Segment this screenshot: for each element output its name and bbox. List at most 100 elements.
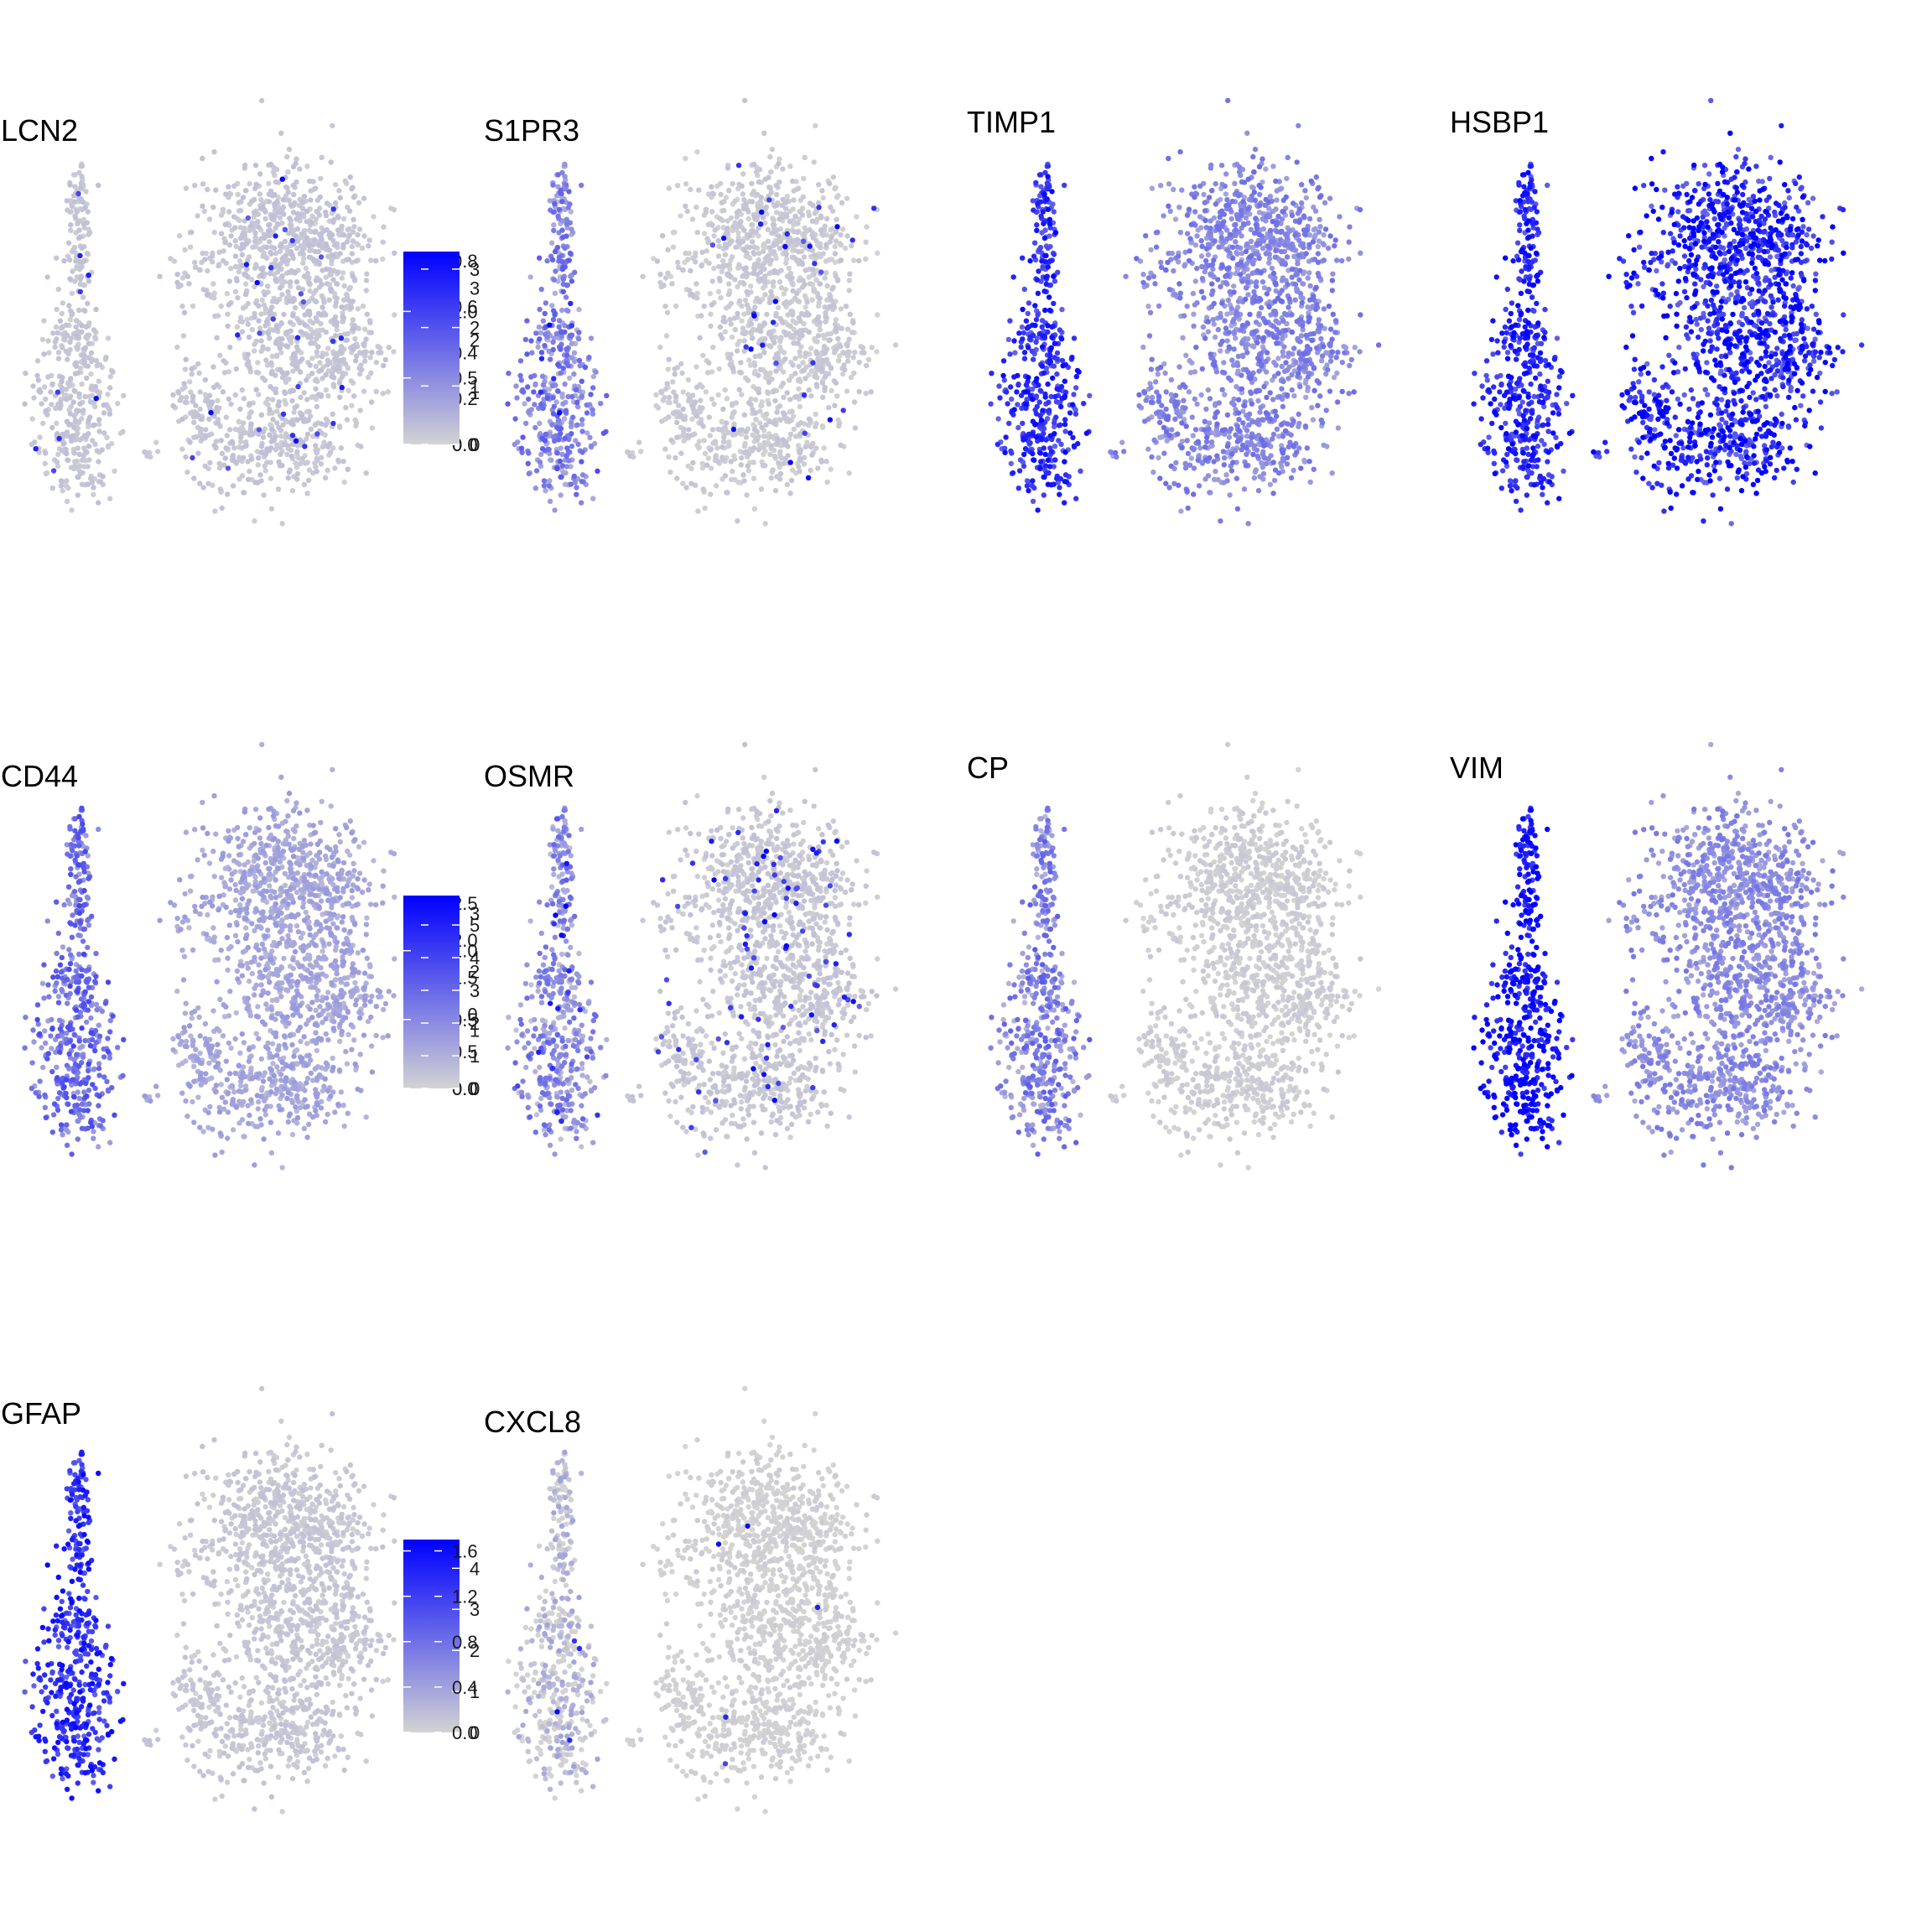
cell-point	[693, 364, 699, 370]
cell-point	[745, 468, 752, 474]
cell-point	[755, 191, 761, 198]
cell-point	[265, 346, 271, 352]
cell-point	[1201, 191, 1207, 198]
cell-point	[538, 286, 544, 293]
cell-point	[1152, 281, 1158, 287]
cell-point	[318, 254, 325, 260]
cell-point	[87, 414, 93, 420]
cell-point	[829, 208, 836, 214]
cell-point	[1260, 470, 1267, 477]
cell-point	[305, 417, 311, 423]
cell-point	[214, 404, 220, 411]
cell-point	[1228, 216, 1234, 222]
cell-point	[65, 240, 72, 246]
cell-point	[218, 231, 225, 236]
cell-point	[216, 249, 222, 255]
cell-point	[799, 327, 806, 334]
cell-point	[714, 445, 720, 451]
cell-point	[1315, 243, 1321, 250]
cell-point	[232, 392, 238, 398]
cell-point	[319, 454, 325, 460]
cell-point	[293, 216, 299, 222]
cell-point	[544, 395, 551, 402]
cell-point	[245, 257, 251, 263]
cell-point	[1148, 384, 1154, 391]
cell-point	[735, 283, 740, 290]
cell-point	[272, 191, 278, 198]
cell-point	[247, 401, 252, 407]
cell-point	[377, 345, 383, 351]
cell-point	[730, 410, 736, 417]
cell-point	[588, 392, 594, 397]
cell-point	[86, 355, 92, 361]
cell-point	[823, 319, 828, 325]
cell-point	[1284, 254, 1291, 260]
cell-point	[302, 444, 308, 449]
cell-point	[55, 431, 60, 437]
cell-point	[278, 350, 284, 356]
cell-point	[796, 185, 802, 191]
cell-point	[532, 402, 538, 408]
cell-point	[267, 270, 273, 277]
cell-point	[752, 397, 759, 402]
cell-point	[790, 178, 796, 184]
cell-point	[742, 297, 749, 304]
cell-point	[1140, 344, 1146, 351]
cell-point	[78, 184, 84, 190]
cell-point	[727, 356, 733, 361]
cell-point	[1212, 334, 1218, 340]
cell-point	[205, 186, 210, 193]
cell-point	[797, 353, 803, 359]
cell-point	[240, 305, 247, 311]
cell-point	[368, 399, 375, 405]
cell-point	[795, 340, 801, 346]
cell-point	[1285, 376, 1291, 382]
cell-point	[313, 185, 319, 191]
cell-point	[1207, 396, 1213, 402]
cell-point	[556, 206, 563, 213]
cell-point	[740, 273, 746, 279]
cell-point	[809, 297, 815, 303]
cell-point	[559, 266, 566, 273]
cell-point	[1258, 304, 1265, 311]
cell-point	[725, 444, 731, 449]
cell-point	[728, 300, 734, 307]
cell-point	[724, 490, 730, 496]
cell-point	[1224, 311, 1230, 317]
cell-point	[794, 236, 801, 242]
cell-point	[686, 396, 693, 402]
cell-point	[734, 210, 740, 216]
cell-point	[658, 388, 664, 395]
cell-point	[290, 368, 296, 374]
cell-point	[795, 248, 802, 255]
cell-point	[288, 453, 294, 460]
cell-point	[550, 346, 556, 353]
cell-point	[702, 450, 709, 456]
cell-point	[215, 397, 221, 403]
cell-point	[281, 311, 287, 318]
cell-point	[278, 444, 283, 450]
cell-point	[1339, 360, 1345, 366]
cell-point	[719, 454, 725, 460]
cell-point	[757, 221, 764, 227]
cell-point	[742, 97, 748, 104]
cell-point	[1316, 317, 1322, 323]
cell-point	[550, 209, 556, 216]
cell-point	[312, 248, 319, 255]
cell-point	[96, 428, 102, 434]
cell-point	[1185, 450, 1192, 456]
cell-point	[709, 302, 715, 308]
cell-point	[762, 176, 768, 182]
cell-point	[820, 251, 826, 257]
cell-point	[1316, 273, 1322, 279]
cell-point	[812, 373, 818, 380]
cell-point	[765, 226, 771, 232]
cell-point	[1292, 297, 1298, 303]
cell-point	[1321, 257, 1327, 263]
cell-point	[736, 369, 743, 376]
cell-point	[195, 412, 201, 418]
cell-point	[820, 195, 826, 201]
cell-point	[1179, 439, 1186, 444]
cell-point	[93, 306, 99, 313]
cell-point	[330, 382, 336, 387]
